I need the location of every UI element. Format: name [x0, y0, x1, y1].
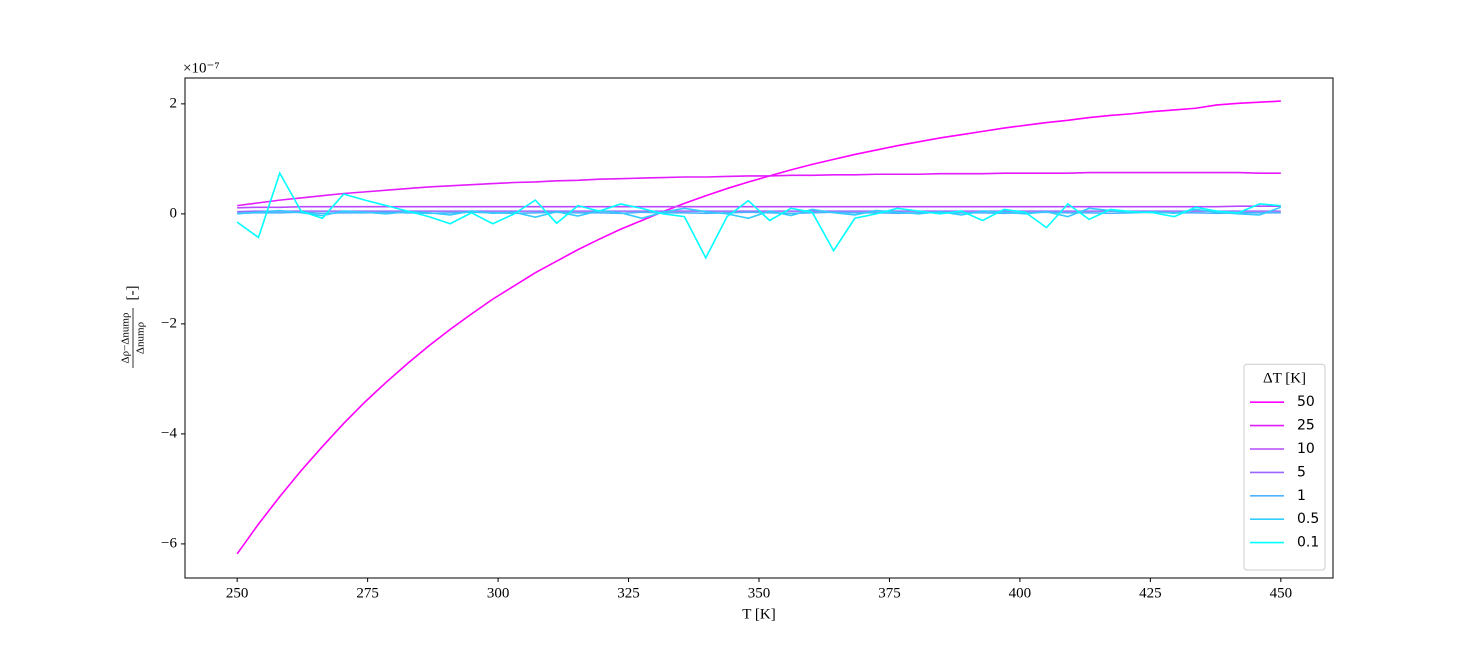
- series-line: [237, 205, 1281, 209]
- y-tick-label: −4: [161, 425, 177, 441]
- y-tick-label: 2: [170, 95, 178, 111]
- y-label-numerator: Δρ−Δnumρ: [120, 312, 132, 363]
- y-tick-label: −6: [161, 535, 177, 551]
- y-tick-label: 0: [170, 205, 178, 221]
- legend-label: 1: [1297, 488, 1306, 504]
- y-label-unit: [-]: [124, 286, 140, 301]
- y-tick-label: −2: [161, 315, 177, 331]
- x-axis-label: T [K]: [742, 606, 775, 622]
- legend-label: 0.1: [1297, 535, 1319, 551]
- legend-title: ΔT [K]: [1263, 371, 1306, 387]
- y-label-denominator: Δnumρ: [135, 321, 147, 354]
- x-tick-label: 325: [617, 585, 640, 601]
- x-tick-label: 250: [226, 585, 249, 601]
- x-tick-label: 425: [1139, 585, 1162, 601]
- x-tick-label: 300: [487, 585, 510, 601]
- x-tick-label: 375: [878, 585, 901, 601]
- series-line: [237, 171, 1281, 207]
- series-line: [236, 171, 1281, 260]
- y-axis-label: Δρ−Δnumρ Δnumρ [-]: [120, 286, 147, 368]
- legend: ΔT [K] 50 25 10 5 1 0.5 0.1: [1243, 363, 1326, 571]
- legend-label: 0.5: [1297, 511, 1319, 527]
- y-offset-label: ×10⁻⁷: [183, 60, 220, 76]
- legend-label: 25: [1297, 418, 1315, 434]
- legend-label: 10: [1297, 441, 1315, 457]
- legend-label: 50: [1297, 394, 1315, 410]
- x-tick-label: 275: [356, 585, 379, 601]
- x-tick-label: 450: [1270, 585, 1293, 601]
- plot-frame: [184, 77, 1334, 579]
- x-tick-label: 350: [748, 585, 771, 601]
- x-tick-label: 400: [1009, 585, 1032, 601]
- legend-label: 5: [1297, 464, 1306, 480]
- series-line: [236, 100, 1281, 555]
